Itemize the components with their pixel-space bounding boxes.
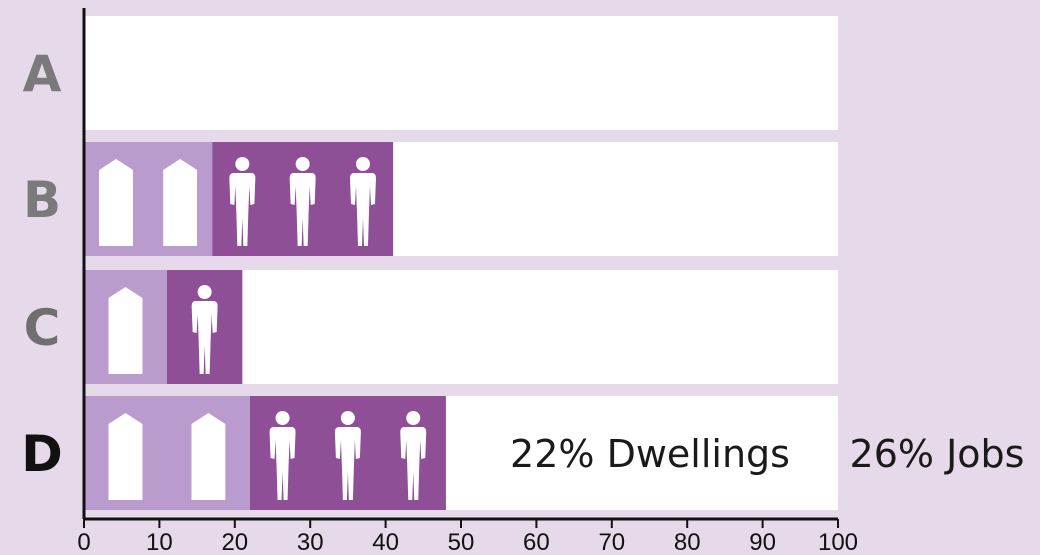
x-tick-label: 60 <box>523 529 550 555</box>
category-label-a: A <box>23 45 62 103</box>
house-icon <box>191 413 226 500</box>
house-icon <box>108 287 143 374</box>
category-label-b: B <box>23 171 61 229</box>
x-tick-label: 30 <box>297 529 324 555</box>
legend-annotations: 22% Dwellings 26% Jobs <box>510 432 1024 476</box>
annotation-jobs: 26% Jobs <box>850 432 1025 476</box>
annotation-dwellings: 22% Dwellings <box>510 432 790 476</box>
x-tick-label: 50 <box>448 529 475 555</box>
x-tick-label: 20 <box>221 529 248 555</box>
house-icon <box>163 159 198 246</box>
category-label-d: D <box>21 425 63 483</box>
x-tick-label: 70 <box>598 529 625 555</box>
house-icon <box>99 159 134 246</box>
x-tick-label: 80 <box>674 529 701 555</box>
bar-track-a <box>84 16 838 130</box>
x-tick-label: 100 <box>818 529 858 555</box>
category-label-c: C <box>24 299 61 357</box>
x-tick-label: 0 <box>77 529 90 555</box>
category-labels: A B C D <box>21 45 63 483</box>
x-tick-label: 90 <box>749 529 776 555</box>
house-icon <box>108 413 143 500</box>
x-axis: 0 10 20 30 40 50 60 70 80 90 100 <box>77 8 858 555</box>
x-tick-label: 40 <box>372 529 399 555</box>
x-tick-label: 10 <box>146 529 173 555</box>
